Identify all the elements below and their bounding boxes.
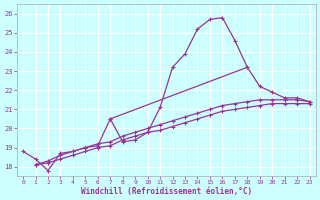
X-axis label: Windchill (Refroidissement éolien,°C): Windchill (Refroidissement éolien,°C) — [81, 187, 252, 196]
